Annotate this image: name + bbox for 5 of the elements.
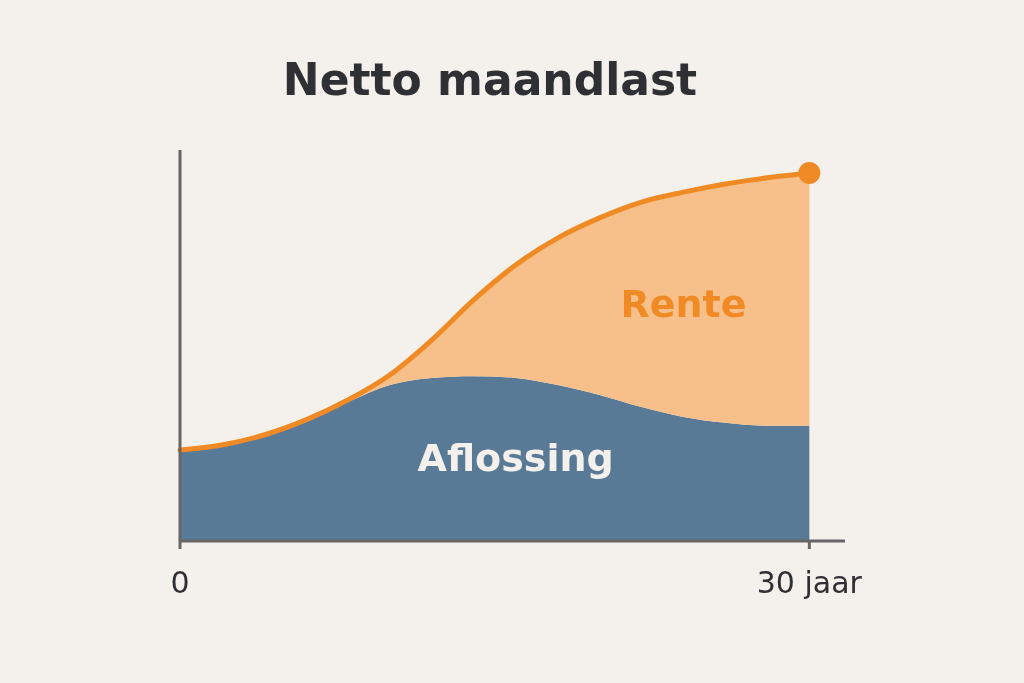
x-tick-label: 0	[170, 565, 190, 600]
series-label: Aflossing	[417, 436, 614, 481]
chart-title: Netto maandlast	[282, 54, 698, 105]
series-label: Rente	[620, 281, 747, 326]
x-tick-label: 30 jaar	[756, 565, 863, 600]
